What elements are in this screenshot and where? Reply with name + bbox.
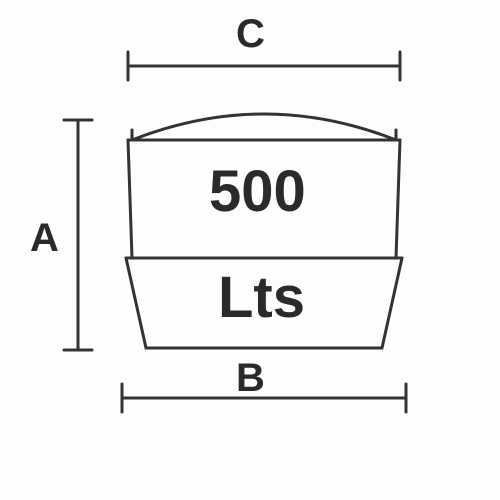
- tank-lid-arc: [132, 114, 396, 140]
- dimension-label-c: C: [236, 12, 265, 57]
- tank-upper-right: [396, 140, 400, 258]
- tank-lower-right: [382, 258, 402, 348]
- capacity-unit: Lts: [218, 264, 305, 331]
- capacity-value: 500: [209, 158, 306, 225]
- tank-upper-left: [128, 140, 132, 258]
- dimension-label-a: A: [30, 216, 59, 261]
- tank-diagram: [0, 0, 500, 500]
- tank-lower-left: [126, 258, 146, 348]
- dimension-label-b: B: [236, 356, 265, 401]
